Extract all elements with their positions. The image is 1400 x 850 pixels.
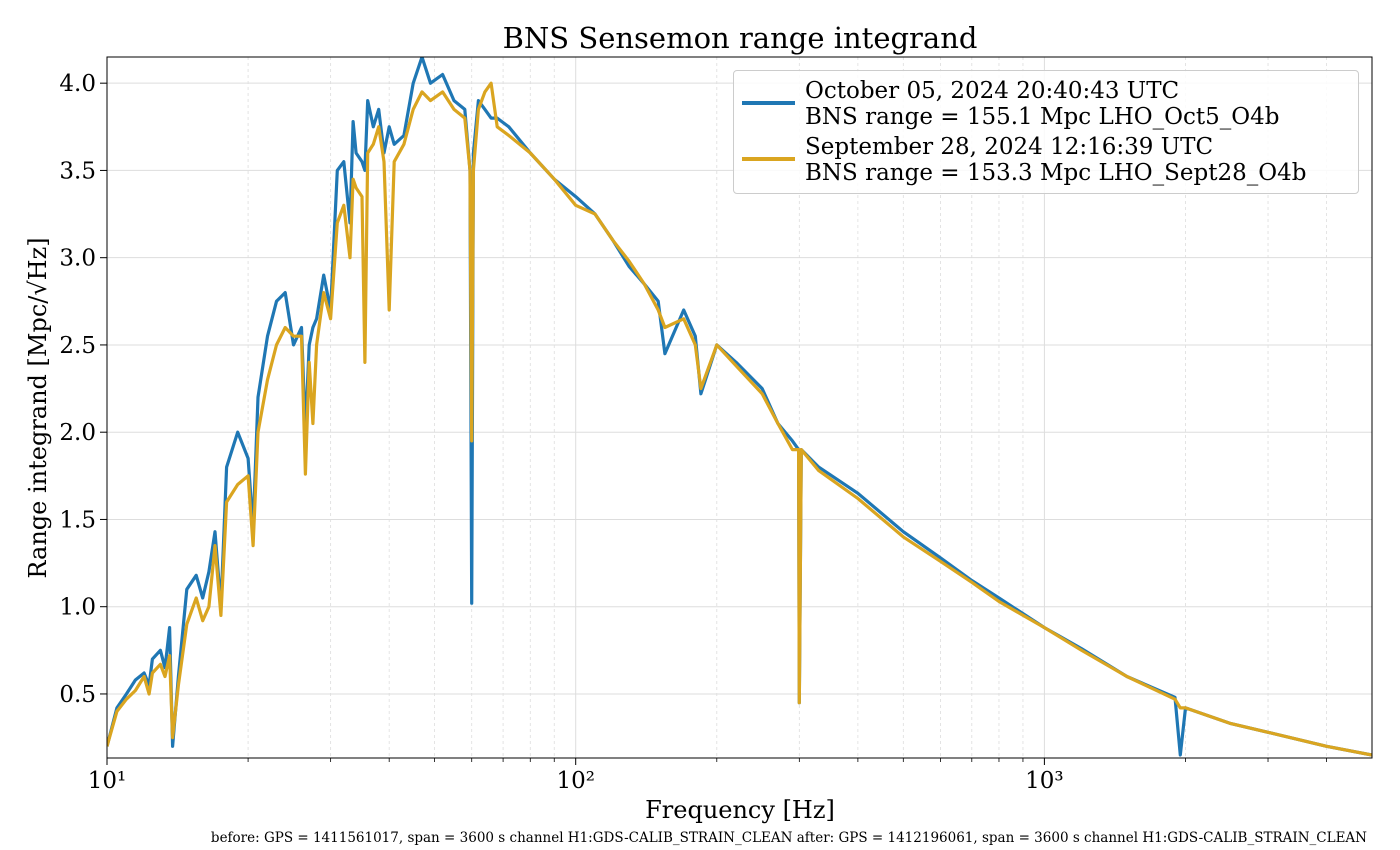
y-tick-label: 3.0 <box>59 246 96 272</box>
footnote: before: GPS = 1411561017, span = 3600 s … <box>211 830 1367 846</box>
legend-label: September 28, 2024 12:16:39 UTC BNS rang… <box>805 134 1307 186</box>
y-tick-label: 2.0 <box>59 420 96 446</box>
series-line <box>107 81 1372 757</box>
x-tick-label: 10¹ <box>88 768 127 794</box>
x-tick-label: 10² <box>556 768 595 794</box>
legend-item: October 05, 2024 20:40:43 UTC BNS range … <box>734 74 1358 130</box>
chart-title: BNS Sensemon range integrand <box>503 21 978 55</box>
y-tick-label: 3.5 <box>59 158 96 184</box>
y-tick-label: 0.5 <box>59 682 96 708</box>
legend-swatch <box>742 157 795 161</box>
x-axis-label: Frequency [Hz] <box>645 796 835 824</box>
y-tick-label: 1.0 <box>59 595 96 621</box>
y-tick-label: 1.5 <box>59 507 96 533</box>
plot-frame <box>106 56 1373 759</box>
legend-label: October 05, 2024 20:40:43 UTC BNS range … <box>805 78 1280 130</box>
legend-item: September 28, 2024 12:16:39 UTC BNS rang… <box>734 130 1358 186</box>
legend-swatch <box>742 101 795 105</box>
y-tick-label: 4.0 <box>59 71 96 97</box>
y-axis-label: Range integrand [Mpc/√Hz] <box>24 237 52 578</box>
legend: October 05, 2024 20:40:43 UTC BNS range … <box>733 70 1359 194</box>
x-tick-label: 10³ <box>1025 768 1064 794</box>
y-tick-label: 2.5 <box>59 333 96 359</box>
